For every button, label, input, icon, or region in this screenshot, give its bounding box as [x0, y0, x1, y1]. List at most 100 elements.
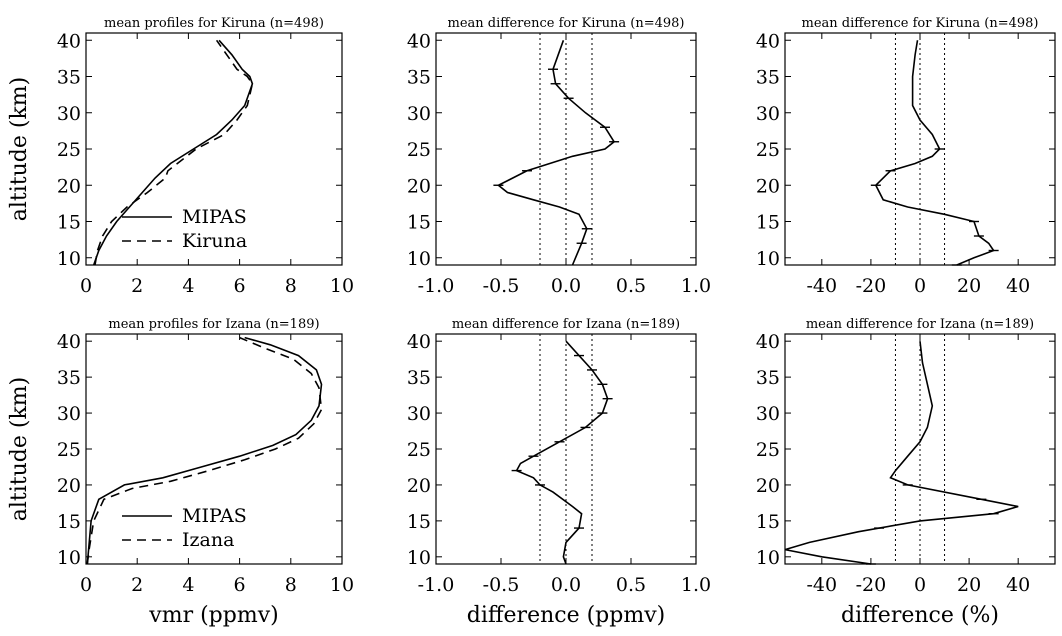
x-axis-label: vmr (ppmv) [148, 603, 278, 628]
x-axis-label: difference (ppmv) [467, 603, 665, 628]
y-tick-label: 25 [57, 139, 81, 161]
x-tick-label: -0.5 [483, 574, 520, 596]
y-tick-label: 25 [407, 139, 431, 161]
x-tick-label: 0.0 [551, 275, 581, 297]
x-tick-label: 4 [182, 275, 194, 297]
y-tick-label: 30 [407, 103, 431, 125]
series-line-difference [874, 40, 995, 266]
y-tick-label: 10 [756, 547, 780, 569]
y-tick-label: 15 [756, 212, 780, 234]
x-tick-label: 1.0 [681, 275, 711, 297]
x-tick-label: 8 [285, 275, 297, 297]
x-tick-label: 0 [914, 574, 926, 596]
series-line-mipas [92, 39, 254, 266]
y-tick-label: 30 [407, 403, 431, 425]
y-tick-label: 35 [407, 367, 431, 389]
y-tick-label: 35 [756, 367, 780, 389]
y-tick-label: 40 [57, 331, 81, 353]
y-tick-label: 10 [756, 248, 780, 270]
series-line-difference [515, 340, 609, 565]
series-line-difference [496, 40, 616, 266]
y-tick-label: 40 [407, 30, 431, 52]
y-tick-label: 20 [407, 475, 431, 497]
y-axis-label: altitude (km) [7, 377, 32, 522]
y-tick-label: 10 [407, 248, 431, 270]
y-tick-label: 20 [756, 475, 780, 497]
y-tick-label: 35 [57, 367, 81, 389]
y-tick-label: 15 [57, 511, 81, 533]
y-tick-label: 20 [756, 175, 780, 197]
x-tick-label: 4 [182, 574, 194, 596]
chart-panel-2: -1.0 -0.5 0.0 0.5 1.0 10 15 20 25 30 35 40 mean diff… [407, 16, 711, 297]
series-line-difference [784, 341, 1019, 565]
series-line-mipas [86, 336, 323, 565]
x-tick-label: 10 [330, 574, 354, 596]
x-tick-label: 6 [234, 574, 246, 596]
x-tick-label: -40 [807, 574, 838, 596]
x-tick-label: 0.0 [551, 574, 581, 596]
x-tick-label: 0.5 [616, 574, 646, 596]
y-axis-label: altitude (km) [7, 77, 32, 222]
y-tick-label: 40 [57, 30, 81, 52]
x-tick-label: -40 [807, 275, 838, 297]
y-tick-label: 25 [756, 439, 780, 461]
y-tick-label: 40 [756, 30, 780, 52]
y-tick-label: 15 [756, 511, 780, 533]
y-tick-label: 30 [57, 403, 81, 425]
legend-label: Izana [182, 529, 234, 551]
panel-title: mean difference for Izana (n=189) [806, 317, 1034, 332]
x-tick-label: 40 [1006, 574, 1030, 596]
x-tick-label: -1.0 [418, 574, 455, 596]
y-tick-label: 10 [57, 547, 81, 569]
x-tick-label: 1.0 [681, 574, 711, 596]
x-tick-label: -0.5 [483, 275, 520, 297]
x-tick-label: 2 [131, 275, 143, 297]
panel-title: mean difference for Kiruna (n=498) [802, 16, 1039, 31]
x-tick-label: 0 [914, 275, 926, 297]
x-tick-label: 2 [131, 574, 143, 596]
legend-label: MIPAS [182, 505, 247, 527]
chart-panel-5: -1.0 -0.5 0.0 0.5 1.0 10 15 20 25 30 35 40 mean diff… [407, 317, 711, 628]
x-tick-label: 40 [1006, 275, 1030, 297]
y-tick-label: 25 [407, 439, 431, 461]
x-tick-label: 20 [957, 275, 981, 297]
panel-title: mean profiles for Kiruna (n=498) [104, 16, 324, 31]
legend-label: MIPAS [182, 206, 247, 228]
x-tick-label: -20 [856, 574, 887, 596]
y-tick-label: 35 [756, 67, 780, 89]
x-axis-label: difference (%) [841, 603, 999, 628]
y-tick-label: 30 [57, 103, 81, 125]
chart-panel-3: -40 -20 0 20 40 10 15 20 25 30 35 40 mean difference… [756, 16, 1056, 297]
x-tick-label: 8 [285, 574, 297, 596]
y-tick-label: 30 [756, 103, 780, 125]
x-tick-label: 0 [80, 275, 92, 297]
y-tick-label: 40 [407, 331, 431, 353]
legend-label: Kiruna [182, 230, 247, 252]
x-tick-label: 20 [957, 574, 981, 596]
y-tick-label: 15 [407, 212, 431, 234]
y-tick-label: 20 [407, 175, 431, 197]
y-tick-label: 20 [57, 475, 81, 497]
chart-panel-6: -40 -20 0 20 40 10 15 20 25 30 35 40 mean difference… [756, 317, 1056, 628]
y-tick-label: 35 [407, 67, 431, 89]
x-tick-label: 0 [80, 574, 92, 596]
x-tick-label: 10 [330, 275, 354, 297]
series-line-kiruna [94, 39, 254, 266]
y-tick-label: 40 [756, 331, 780, 353]
panel-title: mean profiles for Izana (n=189) [108, 317, 319, 332]
y-tick-label: 15 [407, 511, 431, 533]
x-tick-label: -1.0 [418, 275, 455, 297]
y-tick-label: 10 [407, 547, 431, 569]
panel-title: mean difference for Izana (n=189) [452, 317, 680, 332]
series-line-izana [86, 336, 323, 565]
x-tick-label: 6 [234, 275, 246, 297]
panel-title: mean difference for Kiruna (n=498) [448, 16, 685, 31]
x-tick-label: 0.5 [616, 275, 646, 297]
y-tick-label: 25 [756, 139, 780, 161]
x-tick-label: -20 [856, 275, 887, 297]
y-tick-label: 30 [756, 403, 780, 425]
y-tick-label: 35 [57, 67, 81, 89]
